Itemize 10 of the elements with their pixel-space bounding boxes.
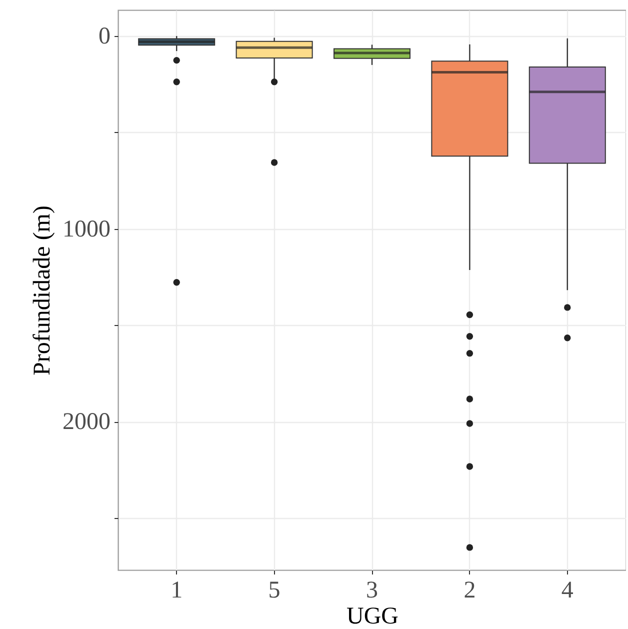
y-tick-label: 0 — [98, 24, 110, 50]
y-tick-label: 2000 — [62, 409, 110, 436]
x-tick-label: 1 — [170, 578, 183, 604]
x-tick-label: 2 — [464, 578, 476, 604]
x-tick-label: 4 — [561, 578, 574, 604]
y-axis-title: Profundidade (m) — [30, 206, 56, 376]
x-tick-label: 5 — [268, 578, 280, 604]
x-tick-label: 3 — [366, 578, 378, 604]
x-axis-title: UGG — [346, 604, 398, 629]
y-tick-label: 1000 — [62, 216, 110, 242]
